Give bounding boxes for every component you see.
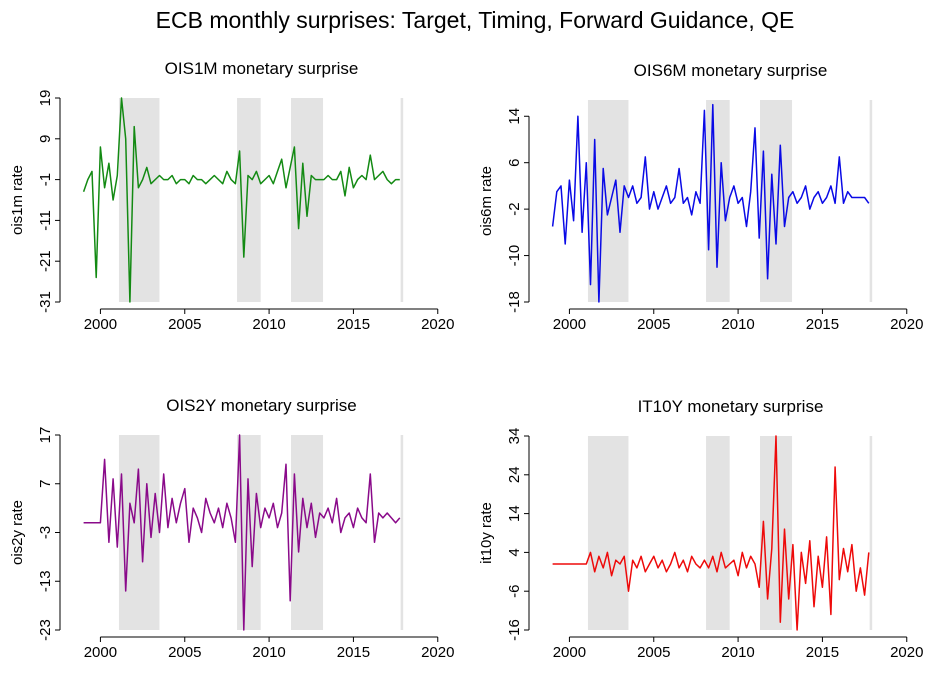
panel-title: OIS6M monetary surprise (634, 61, 828, 80)
y-tick-label: -13 (37, 570, 54, 592)
y-tick-label: 19 (37, 90, 54, 107)
x-tick-label: 2015 (337, 316, 370, 333)
shaded-period (587, 100, 629, 302)
shaded-period (400, 435, 404, 630)
y-tick-label: -31 (37, 291, 54, 313)
figure-title: ECB monthly surprises: Target, Timing, F… (156, 7, 795, 33)
y-tick-label: 24 (506, 466, 523, 483)
y-tick-label: 6 (506, 159, 523, 167)
x-tick-label: 2005 (637, 644, 670, 661)
x-tick-label: 2010 (252, 644, 285, 661)
y-tick-label: -2 (506, 202, 523, 215)
y-tick-label: 34 (506, 428, 523, 445)
x-tick-label: 2015 (806, 644, 839, 661)
series-line (551, 103, 870, 303)
y-axis-label: ois2y rate (9, 500, 26, 565)
shaded-period (237, 98, 261, 302)
x-tick-label: 2020 (421, 644, 454, 661)
x-tick-label: 2010 (721, 316, 754, 333)
y-axis-label: it10y rate (478, 502, 495, 564)
y-tick-label: -21 (37, 250, 54, 272)
x-tick-label: 2000 (553, 316, 586, 333)
x-tick-label: 2015 (806, 316, 839, 333)
y-tick-label: -10 (506, 245, 523, 267)
y-tick-label: -1 (37, 173, 54, 186)
x-tick-label: 2005 (637, 316, 670, 333)
shaded-period (706, 436, 730, 630)
series-line (552, 435, 870, 631)
shaded-period (291, 98, 324, 302)
x-tick-label: 2000 (553, 644, 586, 661)
y-tick-label: 14 (506, 108, 523, 125)
y-tick-label: -23 (37, 619, 54, 641)
x-tick-label: 2015 (337, 644, 370, 661)
x-tick-label: 2000 (84, 316, 117, 333)
shaded-period (118, 435, 160, 630)
y-tick-label: 17 (37, 427, 54, 444)
panel-title: IT10Y monetary surprise (638, 397, 824, 416)
y-tick-label: -18 (506, 291, 523, 313)
y-tick-label: -3 (37, 526, 54, 539)
shaded-period (869, 100, 873, 302)
y-tick-label: 7 (37, 480, 54, 488)
x-tick-label: 2005 (168, 644, 201, 661)
y-tick-label: -16 (506, 619, 523, 641)
x-tick-label: 2005 (168, 316, 201, 333)
series-line (82, 97, 400, 303)
shaded-period (587, 436, 629, 630)
panel-title: OIS1M monetary surprise (165, 59, 359, 78)
y-tick-label: 14 (506, 505, 523, 522)
x-tick-label: 2020 (890, 316, 923, 333)
x-tick-label: 2020 (890, 644, 923, 661)
y-tick-label: 4 (506, 548, 523, 556)
y-axis-label: ois6m rate (478, 166, 495, 236)
x-tick-label: 2010 (721, 644, 754, 661)
x-tick-label: 2000 (84, 644, 117, 661)
x-tick-label: 2020 (421, 316, 454, 333)
panel-title: OIS2Y monetary surprise (166, 396, 357, 415)
y-axis-label: ois1m rate (9, 165, 26, 235)
shaded-period (400, 98, 404, 302)
shaded-period (869, 436, 873, 630)
x-tick-label: 2010 (252, 316, 285, 333)
shaded-period (291, 435, 324, 630)
y-tick-label: 9 (37, 135, 54, 143)
y-tick-label: -11 (37, 210, 54, 231)
y-tick-label: -6 (506, 585, 523, 598)
series-line (83, 434, 401, 631)
